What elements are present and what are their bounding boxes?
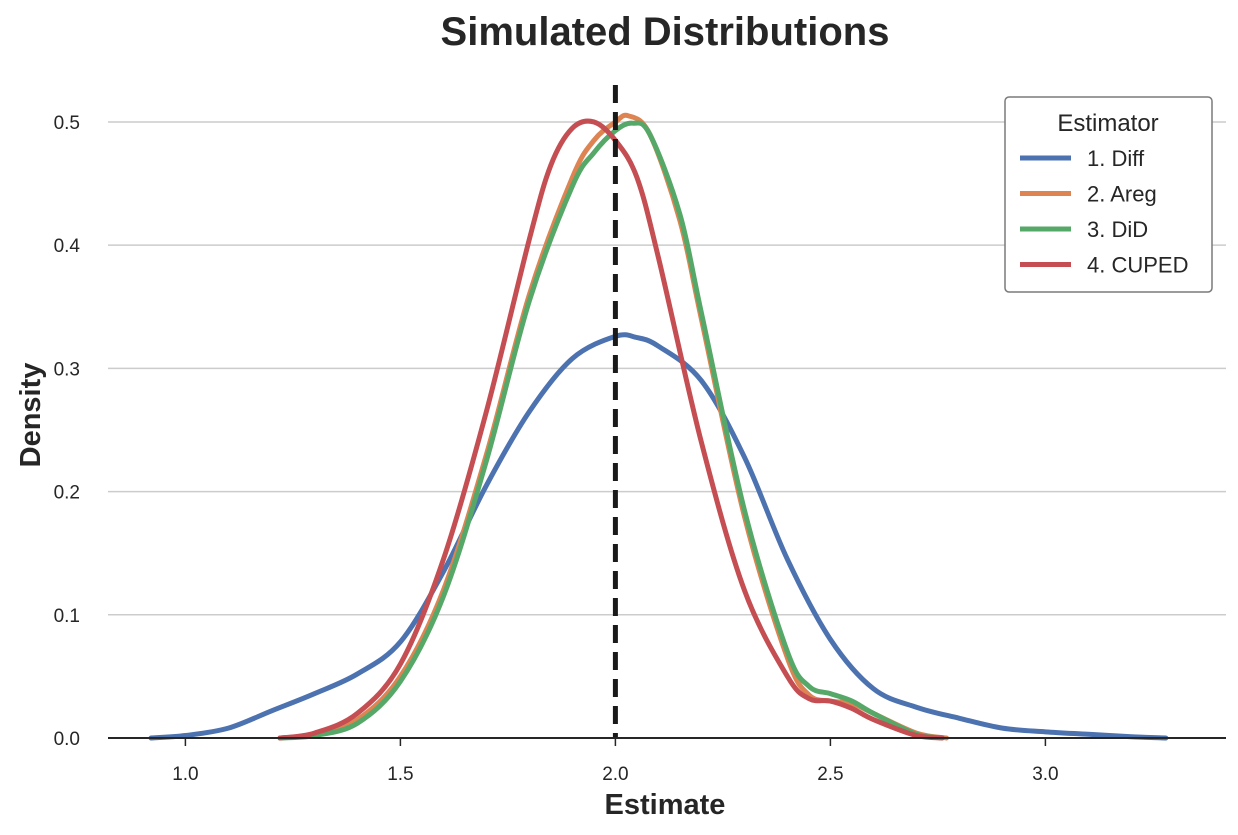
legend: Estimator 1. Diff 2. Areg 3. DiD 4. CUPED <box>1004 96 1213 293</box>
y-tick-label: 0.3 <box>54 359 80 380</box>
x-axis-label: Estimate <box>605 789 726 821</box>
legend-label: 1. Diff <box>1087 146 1145 171</box>
series-lines <box>148 112 1169 741</box>
y-tick-label: 0.2 <box>54 483 80 504</box>
legend-title: Estimator <box>1057 110 1158 137</box>
legend-label: 4. CUPED <box>1087 253 1188 278</box>
y-tick-label: 0.0 <box>54 729 80 750</box>
series-line-1-diff <box>148 332 1169 741</box>
series-line-4-cuped <box>277 118 945 741</box>
legend-label: 3. DiD <box>1087 217 1148 242</box>
x-tick-label: 3.0 <box>1032 764 1058 785</box>
x-axis-ticks: 1.0 1.5 2.0 2.5 3.0 <box>172 738 1059 785</box>
x-tick-label: 1.5 <box>387 764 413 785</box>
chart-title: Simulated Distributions <box>441 10 890 54</box>
legend-items: 1. Diff 2. Areg 3. DiD 4. CUPED <box>1020 146 1188 278</box>
y-tick-label: 0.1 <box>54 606 80 627</box>
x-tick-label: 2.5 <box>817 764 843 785</box>
y-axis-label: Density <box>15 363 47 468</box>
y-tick-label: 0.5 <box>54 113 80 134</box>
x-tick-label: 1.0 <box>172 764 198 785</box>
y-tick-label: 0.4 <box>54 236 81 257</box>
legend-frame <box>1004 96 1213 293</box>
y-axis-ticks: 0.0 0.1 0.2 0.3 0.4 0.5 <box>54 113 81 750</box>
x-tick-label: 2.0 <box>602 764 628 785</box>
legend-label: 2. Areg <box>1087 182 1157 207</box>
series-line-3-did <box>277 120 945 741</box>
